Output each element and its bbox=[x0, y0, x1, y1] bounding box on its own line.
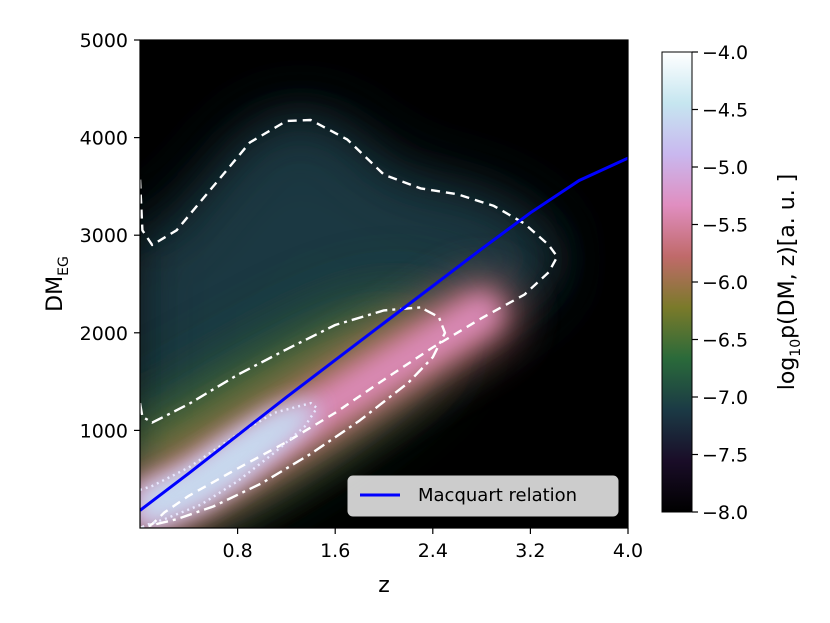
colorbar-label: log10p(DM, z)[a. u. ] bbox=[775, 174, 804, 391]
x-tick-label: 2.4 bbox=[418, 540, 448, 562]
x-tick-label: 3.2 bbox=[515, 540, 545, 562]
colorbar-tick-label: −6.5 bbox=[702, 330, 748, 352]
x-tick-label: 0.8 bbox=[222, 540, 252, 562]
y-tick-label: 1000 bbox=[80, 420, 128, 442]
colorbar-tick-label: −8.0 bbox=[702, 502, 748, 524]
colorbar-tick-label: −7.0 bbox=[702, 387, 748, 409]
contour-layer bbox=[140, 118, 559, 528]
y-axis-label-main: DM bbox=[43, 276, 68, 312]
colorbar-tick-label: −4.5 bbox=[702, 100, 748, 122]
x-tick-label: 1.6 bbox=[320, 540, 350, 562]
colorbar-label-rest: p(DM, z)[a. u. ] bbox=[775, 174, 800, 339]
colorbar-tick-label: −7.5 bbox=[702, 445, 748, 467]
colorbar-label-prefix: log bbox=[775, 357, 800, 391]
colorbar: −8.0 −7.5 −7.0 −6.5 −6.0 −5.5 −5.0 −4.5 −4.0 log… bbox=[661, 42, 804, 524]
contour-middle bbox=[140, 306, 447, 528]
legend: Macquart relation bbox=[347, 475, 619, 517]
x-axis-ticks: 0.8 1.6 2.4 3.2 4.0 bbox=[222, 528, 643, 562]
colorbar-ticks: −8.0 −7.5 −7.0 −6.5 −6.0 −5.5 −5.0 −4.5 −4.0 bbox=[692, 42, 748, 524]
legend-box bbox=[347, 475, 619, 517]
density-heatmap bbox=[140, 120, 558, 528]
colorbar-tick-label: −5.0 bbox=[702, 157, 748, 179]
y-axis-label-sub: EG bbox=[56, 256, 72, 276]
colorbar-label-sub: 10 bbox=[788, 339, 804, 357]
colorbar-tick-label: −5.5 bbox=[702, 215, 748, 237]
colorbar-tick-label: −6.0 bbox=[702, 272, 748, 294]
series-line-0 bbox=[140, 156, 628, 512]
colorbar-gradient bbox=[662, 52, 692, 512]
plot-area bbox=[139, 39, 629, 529]
x-axis-label: z bbox=[378, 573, 390, 598]
x-tick-label: 4.0 bbox=[613, 540, 643, 562]
y-axis-ticks: 1000 2000 3000 4000 5000 bbox=[80, 30, 140, 442]
plot-frame bbox=[139, 39, 629, 529]
y-tick-label: 5000 bbox=[80, 30, 128, 52]
y-axis-label: DMEG bbox=[43, 256, 72, 312]
y-tick-label: 2000 bbox=[80, 323, 128, 345]
y-tick-label: 4000 bbox=[80, 128, 128, 150]
legend-label-macquart: Macquart relation bbox=[418, 485, 577, 506]
colorbar-tick-label: −4.0 bbox=[702, 42, 748, 64]
y-tick-label: 3000 bbox=[80, 225, 128, 247]
density-inner-core bbox=[140, 403, 317, 528]
contour-outer bbox=[140, 118, 559, 528]
series-layer bbox=[140, 156, 628, 512]
